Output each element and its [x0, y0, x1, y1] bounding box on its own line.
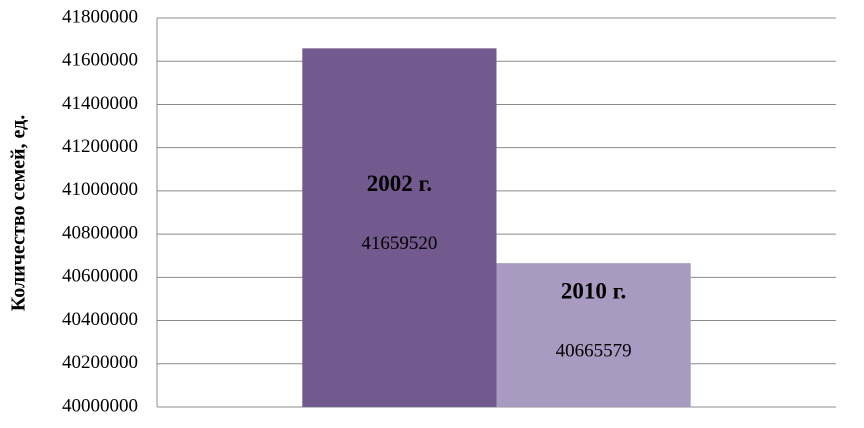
bar — [496, 263, 691, 407]
y-tick-label: 40200000 — [62, 352, 138, 373]
data-label: 41659520 — [361, 233, 437, 254]
y-tick-label: 41400000 — [62, 93, 138, 114]
y-tick-label: 40400000 — [62, 309, 138, 330]
data-label: 40665579 — [556, 340, 632, 361]
y-tick-label: 40800000 — [62, 222, 138, 243]
y-tick-label: 41200000 — [62, 136, 138, 157]
y-tick-label: 41000000 — [62, 179, 138, 200]
data-label-name: 2010 г. — [561, 278, 626, 303]
y-tick-label: 40600000 — [62, 266, 138, 287]
data-label-name: 2002 г. — [367, 171, 432, 196]
y-axis-label: Количество семей, ед. — [8, 115, 30, 312]
y-tick-label: 41600000 — [62, 50, 138, 71]
bar — [302, 48, 497, 408]
y-tick-label: 41800000 — [62, 6, 138, 27]
y-tick-label: 40000000 — [62, 395, 138, 416]
